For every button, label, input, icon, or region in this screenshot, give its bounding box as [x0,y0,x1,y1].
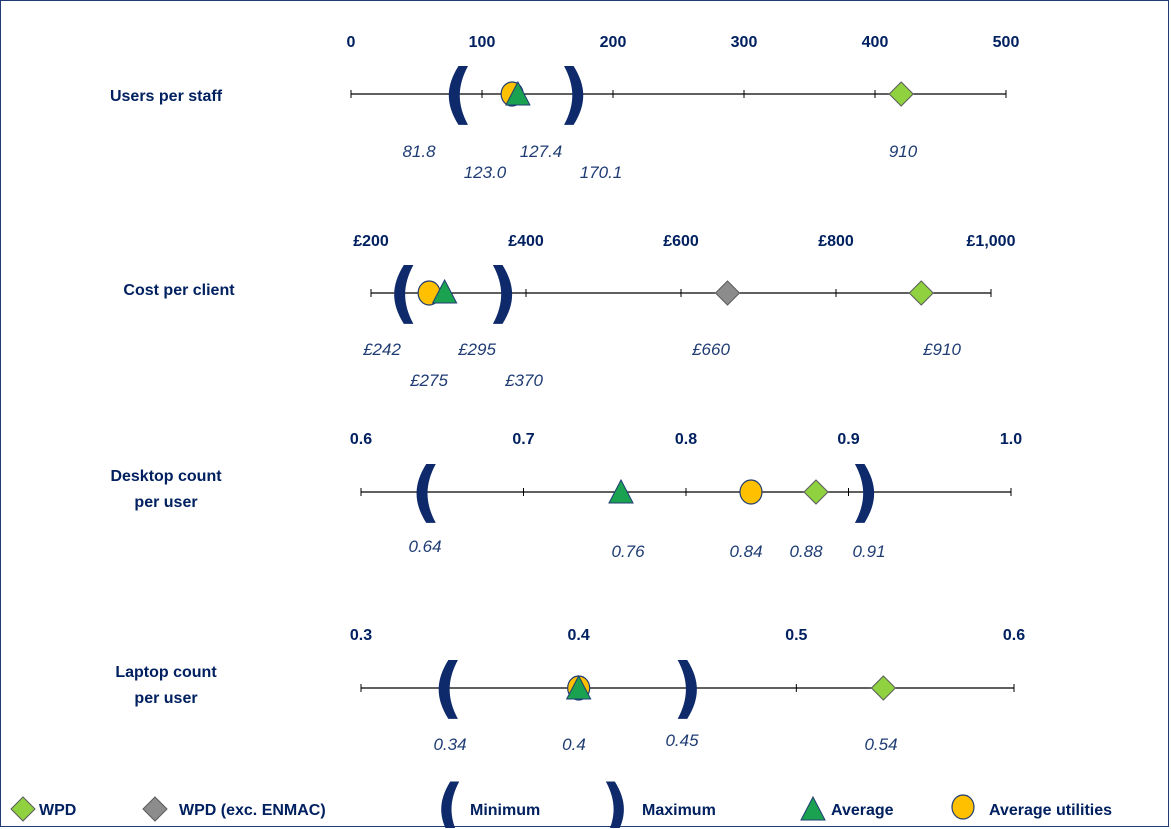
value-label-wpd: 0.54 [864,735,897,754]
value-label-wpd-exc: £660 [691,340,730,359]
wpd-marker [908,280,934,306]
wpd-marker [888,81,914,107]
maximum-bracket: ) [672,649,702,726]
minimum-bracket: ( [388,254,418,331]
average-marker [565,674,592,700]
legend-average-icon [800,795,826,821]
row-label: Users per staff [110,88,223,105]
tick-label: £400 [508,233,544,250]
value-label-average: 0.4 [562,735,586,754]
legend-average-utilities-icon [951,794,975,820]
row-label: Cost per client [123,282,235,299]
value-label-wpd: £910 [922,340,961,359]
legend-wpd-exc-label: WPD (exc. ENMAC) [179,802,326,819]
value-label-max: 0.45 [665,731,699,750]
tick-label: 1.0 [1000,431,1022,448]
minimum-bracket: ( [411,453,441,530]
value-label-max: £370 [504,371,543,390]
minimum-bracket: ( [433,649,463,726]
tick-label: 0 [347,34,356,51]
value-label-min: £242 [362,340,401,359]
tick-label: £200 [353,233,389,250]
row-label: Laptop count [115,664,217,681]
legend-minimum-icon: ( [436,771,464,828]
value-label-min: 0.64 [408,537,441,556]
value-label-average: 127.4 [520,142,563,161]
value-label-average: 0.76 [611,542,645,561]
tick-label: 200 [600,34,627,51]
value-label-wpd: 910 [889,142,918,161]
tick-label: £600 [663,233,699,250]
average-marker [505,80,531,106]
value-label-max: 0.91 [852,542,885,561]
tick-label: £1,000 [967,233,1016,250]
minimum-bracket: ( [443,55,473,132]
value-label-average-utilities: 123.0 [464,163,507,182]
maximum-bracket: ) [559,55,589,132]
value-label-min: 0.34 [433,735,466,754]
legend-maximum-icon: ) [601,771,629,828]
value-label-average-utilities: 0.84 [729,542,762,561]
row-label: Desktop count [110,468,222,485]
tick-label: 100 [469,34,496,51]
legend-average-label: Average [831,802,894,819]
tick-label: 300 [731,34,758,51]
tick-label: 400 [862,34,889,51]
tick-label: 0.6 [1003,627,1025,644]
tick-label: 0.7 [512,431,534,448]
value-label-wpd: 0.88 [789,542,823,561]
average-utilities-marker [739,479,763,505]
value-label-max: 170.1 [580,163,623,182]
tick-label: 0.9 [837,431,859,448]
legend-wpd-icon [10,796,36,822]
tick-label: 0.8 [675,431,697,448]
wpd-marker [803,479,829,505]
value-label-min: 81.8 [402,142,436,161]
tick-label: £800 [818,233,854,250]
wpd-exc-marker [714,280,741,306]
tick-label: 500 [993,34,1020,51]
tick-label: 0.3 [350,627,372,644]
value-label-average: £295 [457,340,496,359]
row-label: per user [134,690,197,707]
legend-wpd-exc-icon [142,796,168,822]
legend-average-utilities-label: Average utilities [989,802,1112,819]
tick-label: 0.4 [568,627,590,644]
legend-maximum-label: Maximum [642,802,716,819]
tick-label: 0.5 [785,627,807,644]
tick-label: 0.6 [350,431,372,448]
value-label-average-utilities: £275 [409,371,448,390]
legend-wpd-label: WPD [39,802,76,819]
average-marker [431,278,458,304]
row-label: per user [134,494,197,511]
wpd-marker [870,675,897,701]
maximum-bracket: ) [488,254,518,331]
maximum-bracket: ) [850,453,880,530]
average-marker [608,478,634,504]
legend-minimum-label: Minimum [470,802,540,819]
